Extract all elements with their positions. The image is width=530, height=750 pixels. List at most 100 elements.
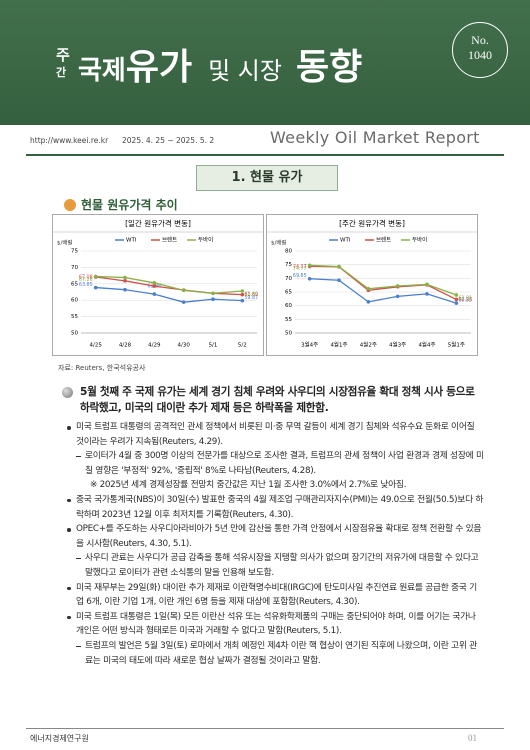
series-line xyxy=(309,265,457,301)
x-tick-label: 3월4주 xyxy=(301,341,318,349)
bullet: OPEC+를 주도하는 사우디아라비아가 5년 만에 감산을 통한 가격 안정에… xyxy=(66,522,484,551)
headline-icon xyxy=(62,387,73,398)
period: 2025. 4. 25 ~ 2025. 5. 2 xyxy=(122,136,215,145)
y-tick-label: 55 xyxy=(285,317,292,323)
legend-label: 브렌트 xyxy=(162,236,177,244)
divider xyxy=(26,154,504,156)
data-point xyxy=(337,278,341,283)
data-point xyxy=(123,275,127,280)
legend-label: 두바이 xyxy=(412,236,427,244)
data-point xyxy=(152,281,157,285)
data-label: 62.28 xyxy=(458,297,472,303)
y-tick-label: 60 xyxy=(71,298,78,304)
x-tick-label: 5/2 xyxy=(238,343,247,349)
sub-bullet: 트럼프의 발언은 5월 3일(토) 로마에서 개최 예정인 제4차 이란 핵 협… xyxy=(66,639,484,668)
data-point xyxy=(240,292,245,297)
data-point xyxy=(366,300,371,304)
bullet-list: 미국 트럼프 대통령의 공격적인 관세 정책에서 비롯된 미·중 무역 갈등이 … xyxy=(66,420,484,668)
y-axis-label: $/배럴 xyxy=(57,239,72,247)
data-point xyxy=(337,264,341,269)
bullet: 중국 국가통계국(NBS)이 30일(수) 발표한 중국의 4월 제조업 구매관… xyxy=(66,493,484,522)
data-label: 69.85 xyxy=(293,273,307,279)
data-point xyxy=(425,292,429,296)
title-part: 유가 xyxy=(125,47,193,88)
subtitle-icon xyxy=(64,199,76,211)
bullet: 미국 트럼프 대통령은 1일(목) 모든 이란산 석유 또는 석유화학제품의 구… xyxy=(66,610,484,639)
sub-bullet: 사우디 관료는 사우디가 공급 감축을 통해 석유시장을 지탱할 의사가 없으며… xyxy=(66,551,484,580)
y-tick-label: 60 xyxy=(285,303,292,309)
series-line xyxy=(309,264,457,296)
footer-rule xyxy=(26,728,504,729)
title-part: 국제 xyxy=(78,56,126,86)
data-point xyxy=(152,292,157,296)
english-title: Weekly Oil Market Report xyxy=(270,128,480,147)
page-number: 01 xyxy=(468,733,477,743)
data-point xyxy=(211,291,215,296)
data-point xyxy=(240,289,245,293)
data-label: 59.87 xyxy=(244,295,258,301)
data-label: 63.91 xyxy=(458,295,472,301)
data-point xyxy=(307,276,312,281)
y-tick-label: 70 xyxy=(71,265,78,271)
chart-title: [일간 원유가격 변동] xyxy=(125,218,191,228)
y-axis-label: $/배럴 xyxy=(271,239,286,247)
data-label: 74.37 xyxy=(293,264,307,270)
data-point xyxy=(152,284,157,288)
x-tick-label: 5월1주 xyxy=(448,341,465,349)
header-band xyxy=(0,0,530,125)
section-title: 1. 현물 유가 xyxy=(196,165,338,191)
x-tick-label: 4/29 xyxy=(148,343,161,349)
weekly-chart: [주간 원유가격 변동] $/배럴 WTI 브렌트 두바이 50 55 60 65 70 75 80 3… xyxy=(266,214,478,356)
url[interactable]: http://www.keei.re.kr xyxy=(30,136,109,145)
y-tick-label: 75 xyxy=(285,262,292,268)
y-tick-label: 50 xyxy=(71,331,78,337)
series-line xyxy=(95,286,243,303)
source: 자료: Reuters, 한국석유공사 xyxy=(58,364,146,372)
legend-label: WTI xyxy=(340,238,351,244)
data-point xyxy=(454,297,459,302)
title: 국제 유가 및 시장 동향 xyxy=(78,38,362,90)
data-point xyxy=(395,284,400,288)
x-tick-label: 4/28 xyxy=(119,343,132,349)
sub-bullet: 로이터가 4월 중 300명 이상의 전문가를 대상으로 조사한 결과, 트럼프… xyxy=(66,449,484,478)
data-point xyxy=(181,288,186,293)
y-tick-label: 75 xyxy=(71,249,78,255)
data-point xyxy=(395,294,400,299)
data-point xyxy=(454,293,459,297)
data-point xyxy=(307,263,312,268)
y-tick-label: 50 xyxy=(285,331,292,337)
data-point xyxy=(211,297,215,302)
data-point xyxy=(93,285,98,290)
legend-label: 두바이 xyxy=(198,236,213,244)
y-tick-label: 65 xyxy=(285,290,292,296)
y-tick-label: 70 xyxy=(285,276,292,282)
data-label: 63.85 xyxy=(79,282,93,288)
series-line xyxy=(95,275,243,294)
legend-label: WTI xyxy=(126,238,137,244)
x-tick-label: 4월1주 xyxy=(330,341,347,349)
series-line xyxy=(309,278,457,304)
x-tick-label: 4월3주 xyxy=(389,341,406,349)
data-point xyxy=(425,282,429,287)
data-point xyxy=(123,279,127,283)
data-point xyxy=(123,287,127,292)
headline: 5월 첫째 주 국제 유가는 세계 경기 침체 우려와 사우디의 시장점유율 확… xyxy=(80,386,475,414)
bullet: 미국 재무부는 29일(화) 대이란 추가 제재로 이란혁명수비대(IRGC)에… xyxy=(66,581,484,610)
y-tick-label: 80 xyxy=(285,249,292,255)
data-label: 61.69 xyxy=(244,292,258,298)
series-line xyxy=(95,276,243,296)
bullet: 미국 트럼프 대통령의 공격적인 관세 정책에서 비롯된 미·중 무역 갈등이 … xyxy=(66,420,484,449)
x-tick-label: 5/1 xyxy=(209,343,218,349)
title-part: 동향 xyxy=(295,47,363,88)
data-point xyxy=(181,300,186,304)
data-point xyxy=(454,301,459,305)
chart-title: [주간 원유가격 변동] xyxy=(339,218,405,228)
data-point xyxy=(240,298,245,303)
data-point xyxy=(93,274,98,279)
daily-chart: [일간 원유가격 변동] $/배럴 WTI 브렌트 두바이 50 55 60 65 70 75 4/2… xyxy=(52,214,264,356)
y-tick-label: 55 xyxy=(71,314,78,320)
x-tick-label: 4월4주 xyxy=(418,341,435,349)
title-part: 및 시장 xyxy=(208,57,282,85)
data-label: 67.26 xyxy=(79,277,93,283)
